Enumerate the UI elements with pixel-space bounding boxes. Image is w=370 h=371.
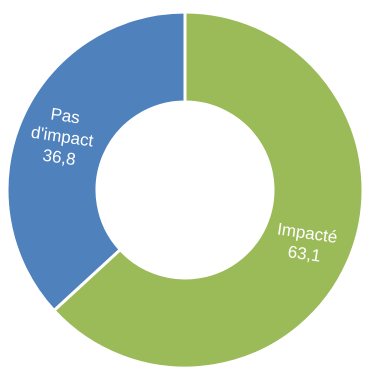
slice-impacte (51, 10, 365, 370)
value-label: 36,8 (41, 146, 76, 170)
slice-pas-d-impact (5, 10, 187, 313)
category-label: Pas (49, 104, 81, 127)
slices-layer (5, 10, 365, 370)
data-label-pas-d-impact: Pasd'impact36,8 (27, 102, 98, 171)
value-label: 63,1 (287, 242, 322, 266)
